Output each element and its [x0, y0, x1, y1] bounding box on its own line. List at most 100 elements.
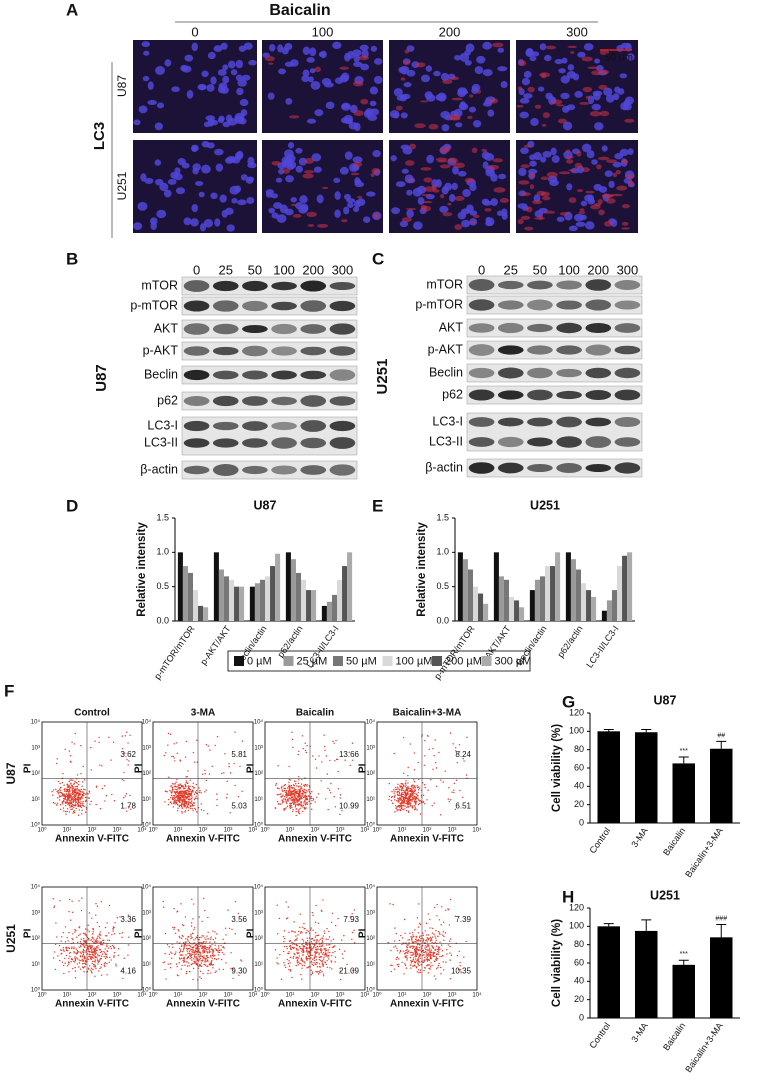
event — [407, 782, 408, 783]
y-axis-label: Cell viability (%) — [551, 724, 563, 812]
event — [72, 792, 73, 793]
event — [191, 797, 192, 798]
nucleus — [455, 122, 462, 127]
lc3-signal — [470, 221, 476, 223]
lane-label: 25 — [219, 262, 233, 277]
nucleus — [344, 53, 351, 62]
event — [446, 953, 447, 954]
event — [282, 785, 283, 786]
event — [58, 781, 59, 782]
band — [330, 396, 356, 406]
event — [99, 926, 100, 927]
event — [298, 931, 299, 932]
event — [296, 785, 297, 786]
event — [326, 928, 327, 929]
nucleus — [228, 61, 235, 69]
event — [184, 802, 185, 803]
event — [323, 956, 324, 957]
event — [320, 780, 321, 781]
event — [302, 794, 303, 795]
event — [72, 804, 73, 805]
event — [188, 957, 189, 958]
lc3-signal — [304, 170, 315, 173]
event — [295, 791, 296, 792]
row-label: U251 — [4, 924, 18, 953]
event — [418, 953, 419, 954]
event — [92, 969, 93, 970]
band — [184, 396, 210, 406]
band — [615, 323, 641, 333]
event — [98, 737, 99, 738]
event — [216, 799, 217, 800]
event — [398, 800, 399, 801]
event — [80, 803, 81, 804]
nucleus — [206, 115, 216, 121]
event — [288, 932, 289, 933]
event — [448, 798, 449, 799]
event — [283, 951, 284, 952]
event — [303, 789, 304, 790]
nucleus — [138, 202, 148, 211]
nucleus — [354, 177, 360, 185]
event — [300, 786, 301, 787]
event — [210, 964, 211, 965]
bar — [337, 580, 342, 621]
upper-right-percent: 7.39 — [455, 915, 471, 924]
event — [293, 931, 294, 932]
event — [79, 926, 80, 927]
event — [72, 968, 73, 969]
event — [409, 790, 410, 791]
event — [199, 952, 200, 953]
lc3-signal — [591, 70, 602, 75]
nucleus — [605, 170, 613, 177]
event — [455, 747, 456, 748]
event — [101, 951, 102, 952]
event — [303, 802, 304, 803]
event — [226, 781, 227, 782]
event — [97, 922, 98, 923]
event — [171, 803, 172, 804]
event — [338, 788, 339, 789]
event — [209, 942, 210, 943]
event — [184, 805, 185, 806]
bar — [530, 590, 535, 621]
nucleus — [317, 194, 324, 203]
nucleus — [201, 71, 208, 78]
event — [128, 944, 129, 945]
nucleus — [407, 70, 416, 77]
event — [214, 948, 215, 949]
event — [185, 810, 186, 811]
event — [101, 975, 102, 976]
event — [193, 961, 194, 962]
lower-right-percent: 10.99 — [339, 802, 360, 811]
event — [176, 800, 177, 801]
bar — [286, 552, 291, 621]
event — [96, 785, 97, 786]
event — [321, 761, 322, 762]
event — [405, 956, 406, 957]
event — [179, 936, 180, 937]
event — [64, 796, 65, 797]
event — [111, 934, 112, 935]
event — [391, 965, 392, 966]
legend-swatch — [383, 656, 393, 666]
event — [387, 942, 388, 943]
event — [191, 925, 192, 926]
event — [413, 779, 414, 780]
event — [434, 907, 435, 908]
event — [449, 959, 450, 960]
nucleus — [569, 226, 578, 232]
event — [310, 797, 311, 798]
nucleus — [242, 75, 251, 81]
event — [60, 790, 61, 791]
band — [242, 438, 268, 448]
event — [181, 938, 182, 939]
event — [114, 948, 115, 949]
nucleus — [148, 81, 154, 90]
nucleus — [192, 42, 198, 51]
event — [415, 958, 416, 959]
lc3-signal — [455, 196, 465, 201]
event — [90, 945, 91, 946]
event — [281, 787, 282, 788]
panel-label: E — [372, 496, 383, 515]
